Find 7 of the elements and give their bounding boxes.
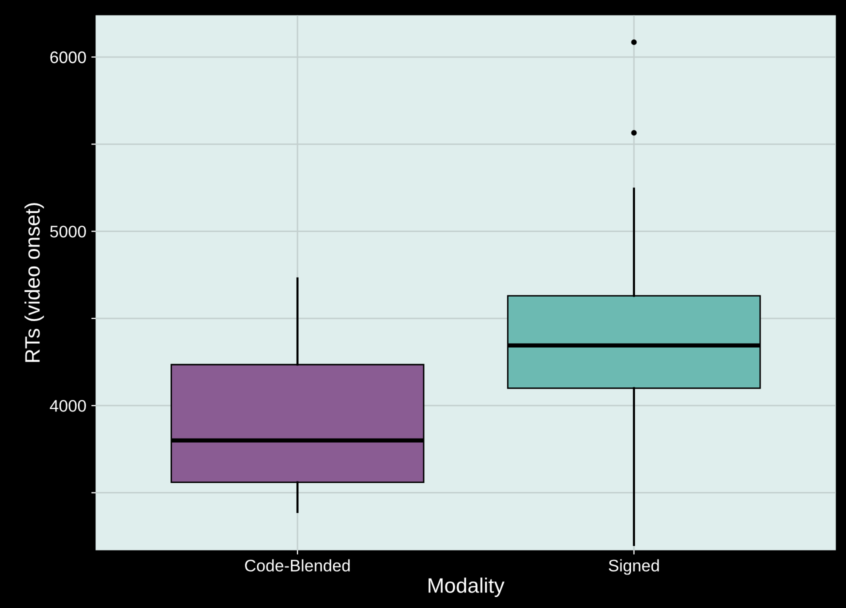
y-axis-title: RTs (video onset) [24, 203, 44, 362]
x-tick-label: Signed [608, 559, 659, 575]
x-tick-label: Code-Blended [245, 559, 350, 572]
y-tick-label: 6000 [50, 51, 86, 64]
y-tick-label: 4000 [50, 400, 86, 412]
x-axis-title: Modality [428, 578, 504, 598]
y-tick-label: 5000 [50, 226, 86, 238]
